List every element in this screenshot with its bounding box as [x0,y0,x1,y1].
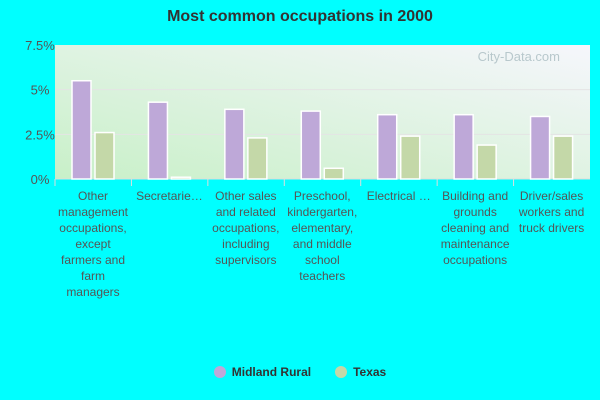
y-tick-label: 2.5% [25,127,55,142]
y-tick-label: 7.5% [25,38,55,53]
bar-texas[interactable] [170,176,192,180]
x-tick-label: Other sales and related occupations, inc… [212,189,280,267]
bar-texas[interactable] [552,135,574,180]
legend: Midland Rural Texas [0,365,600,381]
legend-item[interactable]: Texas [335,365,386,379]
bar-texas[interactable] [94,131,115,180]
x-tick-label: Driver/sales workers and truck drivers [518,189,585,235]
bar-midland-rural[interactable] [224,108,245,180]
y-tick-label: 0% [31,172,50,187]
bar-midland-rural[interactable] [529,115,551,180]
bar-texas[interactable] [323,167,345,180]
bar-midland-rural[interactable] [376,113,398,180]
legend-swatch [335,366,348,378]
x-tick-label: Electrical … [366,189,431,203]
legend-swatch [213,366,226,378]
legend-label: Midland Rural [231,365,312,379]
x-tick-label: Preschool, kindergarten, elementary, and… [287,189,358,283]
legend-label: Texas [353,365,387,379]
legend-item[interactable]: Midland Rural [213,365,312,379]
bar-texas[interactable] [399,135,421,180]
bar-texas[interactable] [476,144,497,180]
bar-midland-rural[interactable] [300,110,322,180]
y-tick-label: 5% [31,83,50,98]
bar-midland-rural[interactable] [71,79,92,180]
bar-texas[interactable] [247,137,268,180]
bar-midland-rural[interactable] [453,113,474,180]
plot-area [55,45,590,179]
x-tick-label: Building and grounds cleaning and mainte… [440,189,510,267]
x-tick-label: Other management occupations, except far… [57,189,129,299]
watermark: City-Data.com [478,49,560,64]
x-tick-label: Secretarie… [136,189,203,203]
bar-midland-rural[interactable] [147,101,169,180]
chart-title: Most common occupations in 2000 [167,8,433,25]
